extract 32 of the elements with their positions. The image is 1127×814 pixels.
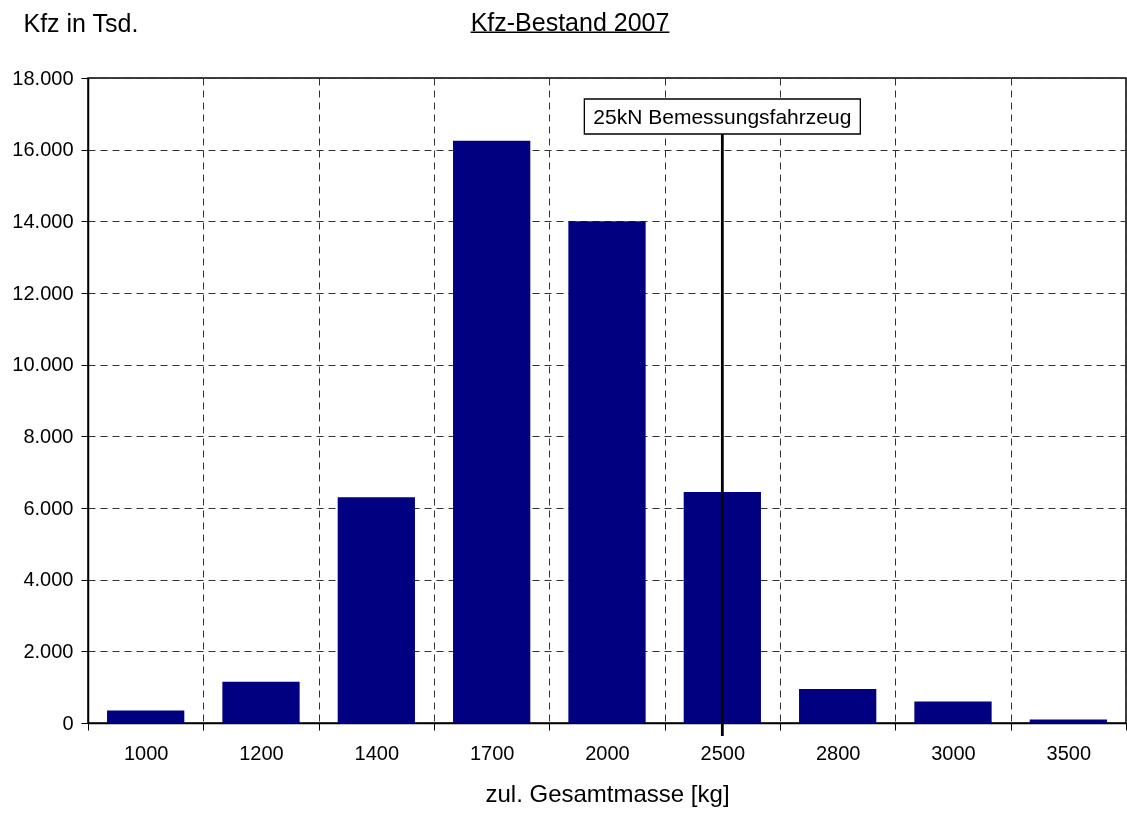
bar xyxy=(337,497,415,723)
x-axis-title: zul. Gesamtmasse [kg] xyxy=(485,779,730,807)
x-tick-label: 2800 xyxy=(815,741,861,764)
y-tick-label: 18.000 xyxy=(12,66,74,89)
y-axis-title: Kfz in Tsd. xyxy=(23,8,139,37)
y-tick-label: 6.000 xyxy=(23,496,74,519)
x-tick-label: 3000 xyxy=(931,741,976,764)
bar xyxy=(683,491,761,723)
bar xyxy=(107,710,185,723)
bar xyxy=(568,221,646,723)
y-tick-label: 16.000 xyxy=(12,138,74,161)
bar xyxy=(222,681,300,723)
bar xyxy=(1029,719,1107,723)
bar xyxy=(799,688,877,723)
x-tick-label: 1200 xyxy=(239,741,284,764)
x-tick-label: 1700 xyxy=(469,741,515,764)
bar xyxy=(453,140,531,723)
y-tick-label: 2.000 xyxy=(23,639,74,662)
x-tick-label: 1400 xyxy=(354,741,400,764)
x-tick-label: 1000 xyxy=(123,741,169,764)
y-tick-label: 8.000 xyxy=(23,424,74,447)
y-tick-label: 14.000 xyxy=(12,209,74,232)
y-tick-label: 12.000 xyxy=(12,281,74,304)
x-tick-label: 2000 xyxy=(585,741,630,764)
bar xyxy=(914,701,992,723)
y-tick-label: 0 xyxy=(62,711,74,734)
chart-title: Kfz-Bestand 2007 xyxy=(470,7,670,36)
y-tick-label: 10.000 xyxy=(12,353,74,376)
y-tick-label: 4.000 xyxy=(23,568,74,591)
x-tick-label: 2500 xyxy=(700,741,746,764)
ref-line-label: 25kN Bemessungsfahrzeug xyxy=(593,104,852,128)
x-tick-label: 3500 xyxy=(1046,741,1092,764)
